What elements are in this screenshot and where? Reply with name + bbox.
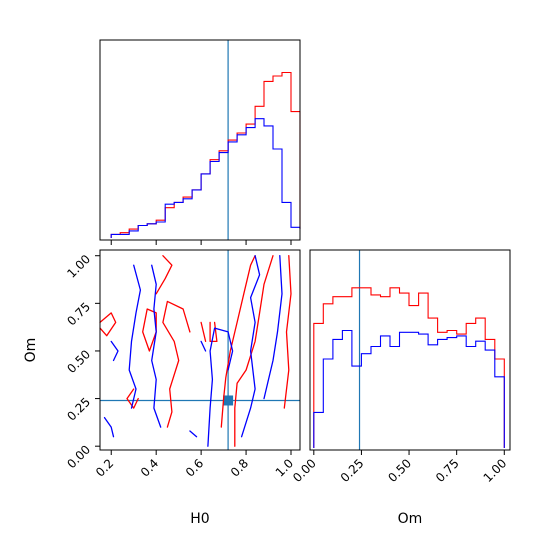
contour-2-line-9: [200, 340, 207, 352]
contour-1-line-7: [99, 312, 117, 337]
contour-2-line-5: [151, 264, 162, 428]
om-y-tick-label-1: 0.00: [64, 442, 93, 471]
h0-histogram-frame: [99, 39, 301, 241]
h0-histogram-series-1: [110, 71, 301, 238]
om-y-tick-label-2: 0.25: [64, 395, 93, 424]
contour-2-line-8: [189, 430, 198, 438]
contour-1-line-1: [234, 255, 274, 447]
om-y-tick-label-4: 0.75: [64, 300, 93, 329]
om-histogram-frame: [309, 249, 511, 451]
h0-tick-label-2: 0.4: [138, 456, 161, 479]
contour-2-line-3: [263, 255, 283, 400]
contour-2-line-4: [128, 264, 142, 409]
contour-2-line-1: [207, 327, 234, 447]
truth-point-marker: [223, 395, 234, 406]
om-histogram-series-1: [313, 287, 505, 448]
contour-2-line-6: [103, 416, 115, 438]
om-x-tick-label-2: 0.25: [338, 456, 367, 485]
contour-1-line-9: [209, 321, 218, 343]
contour-frame: [99, 249, 301, 451]
h0-tick-label-1: 0.2: [93, 456, 116, 479]
contour-1-line-6: [142, 308, 157, 352]
contour-1-line-10: [200, 321, 207, 343]
contour-2-line-7: [110, 340, 119, 362]
x-axis-label-h0: H0: [190, 511, 209, 527]
y-axis-label-om: Om: [23, 338, 39, 363]
h0-histogram-series-2: [110, 118, 301, 238]
contour-1-line-4: [155, 255, 173, 295]
om-histogram-series-2: [313, 329, 505, 448]
om-x-tick-label-4: 0.75: [433, 456, 462, 485]
contour-1-line-2: [220, 255, 256, 428]
contour-1-line-3: [283, 255, 292, 409]
om-x-tick-label-5: 1.00: [481, 456, 510, 485]
contour-2-line-2: [240, 255, 261, 438]
contour-1-line-5: [162, 300, 191, 428]
h0-tick-label-3: 0.6: [183, 456, 206, 479]
om-x-tick-label-3: 0.50: [385, 456, 414, 485]
x-axis-label-om: Om: [398, 511, 423, 527]
h0-tick-label-4: 0.8: [228, 456, 251, 479]
om-x-tick-label-1: 0.00: [290, 456, 319, 485]
contour-1-line-8: [126, 388, 139, 409]
om-y-tick-label-5: 1.00: [64, 252, 93, 281]
om-y-tick-label-3: 0.50: [64, 347, 93, 376]
